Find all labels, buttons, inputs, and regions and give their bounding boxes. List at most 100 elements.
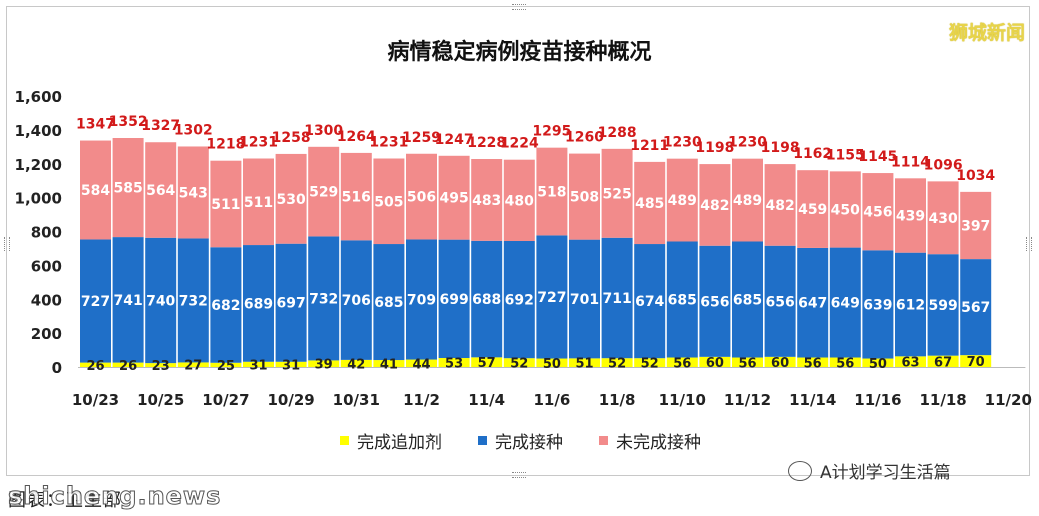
bar-segment [308,146,340,237]
bar-segment [732,357,763,367]
data-label: 505 [374,194,403,210]
data-label: 685 [733,293,762,309]
data-label: 52 [608,357,626,372]
data-label: 56 [673,356,691,371]
bar-segment [243,158,274,246]
data-label: 584 [81,183,110,199]
total-label: 1247 [435,132,474,148]
data-label: 656 [700,294,729,310]
data-label: 518 [537,185,566,201]
bar-segment [536,235,568,359]
total-label: 1224 [500,136,539,152]
bar-segment [960,259,992,356]
total-label: 1198 [761,140,800,156]
data-label: 647 [798,296,827,312]
data-label: 685 [374,295,403,311]
bar-segment [960,191,992,260]
data-label: 485 [635,196,664,212]
wechat-icon [788,460,812,481]
data-label: 692 [505,293,534,309]
data-label: 31 [282,358,300,373]
resize-handle-left[interactable] [4,237,10,251]
bar-segment [210,247,242,363]
total-label: 1231 [239,134,278,150]
y-tick-label: 400 [31,291,62,309]
bar-segment [275,153,307,244]
bar-segment [503,240,535,359]
bar-segment [797,170,829,248]
bar-segment [569,153,600,240]
data-label: 41 [380,358,398,373]
resize-handle-right[interactable] [1026,237,1032,251]
bar-segment [536,358,568,367]
bar-segment [764,164,796,246]
bar-segment [340,359,372,367]
data-label: 56 [836,356,854,371]
bar-segment [699,356,731,367]
bar-segment [536,147,568,236]
data-label: 63 [901,356,919,371]
data-label: 727 [81,294,110,310]
legend-item-vaccinated: 完成接种 [478,428,563,453]
bar-segment [862,173,894,251]
data-label: 727 [537,290,566,306]
y-tick-label: 800 [31,224,62,242]
data-label: 56 [738,356,756,371]
site-watermark: shicheng.news [7,482,222,511]
bar-segment [308,360,340,367]
bar-segment [112,237,144,363]
bar-segment [634,358,666,367]
total-label: 1327 [141,118,180,134]
bar-segment [243,361,274,367]
x-tick-label: 11/4 [468,391,505,409]
resize-handle-bottom[interactable] [512,472,526,478]
x-tick-label: 11/18 [919,391,966,409]
data-label: 529 [309,185,338,201]
data-label: 57 [478,356,496,371]
bar-segment [666,241,698,358]
bar-segment [373,158,405,245]
total-label: 1198 [695,140,734,156]
total-label: 1302 [174,122,213,138]
bar-segment [308,236,340,361]
bar-segment [797,357,829,367]
data-label: 732 [309,291,338,307]
data-label: 482 [700,198,729,214]
bar-segment [406,153,437,240]
x-tick-label: 11/6 [534,391,571,409]
bar-segment [373,360,405,367]
total-label: 1211 [630,138,669,154]
bar-segment [927,355,959,367]
total-label: 1352 [109,114,148,130]
data-label: 31 [249,358,267,373]
data-label: 480 [505,193,534,209]
total-label: 1231 [369,134,408,150]
total-label: 1155 [826,147,865,163]
legend-swatch-unvaccinated [599,436,608,445]
bar-segment [634,161,666,245]
legend-swatch-vaccinated [478,436,487,445]
bar-segment [927,254,959,356]
data-label: 543 [179,185,208,201]
bar-segment [895,356,926,367]
bar-segment [895,252,926,357]
x-tick-label: 11/20 [985,391,1032,409]
bar-segment [601,237,633,359]
total-label: 1230 [728,135,767,151]
data-label: 511 [244,195,273,211]
data-label: 674 [635,294,664,310]
legend-swatch-booster [340,436,349,445]
total-label: 1145 [858,149,897,165]
x-tick-label: 11/8 [599,391,636,409]
bar-segment [80,362,111,367]
y-tick-label: 600 [31,257,62,275]
y-tick-label: 1,000 [15,190,62,208]
legend-label-unvaccinated: 未完成接种 [616,433,701,453]
data-label: 26 [86,359,104,374]
bar-segment [177,146,209,239]
y-tick-label: 1,600 [15,88,62,106]
y-tick-label: 0 [52,359,62,377]
data-label: 489 [668,193,697,209]
x-tick-label: 10/31 [333,391,380,409]
resize-handle-top[interactable] [512,4,526,10]
